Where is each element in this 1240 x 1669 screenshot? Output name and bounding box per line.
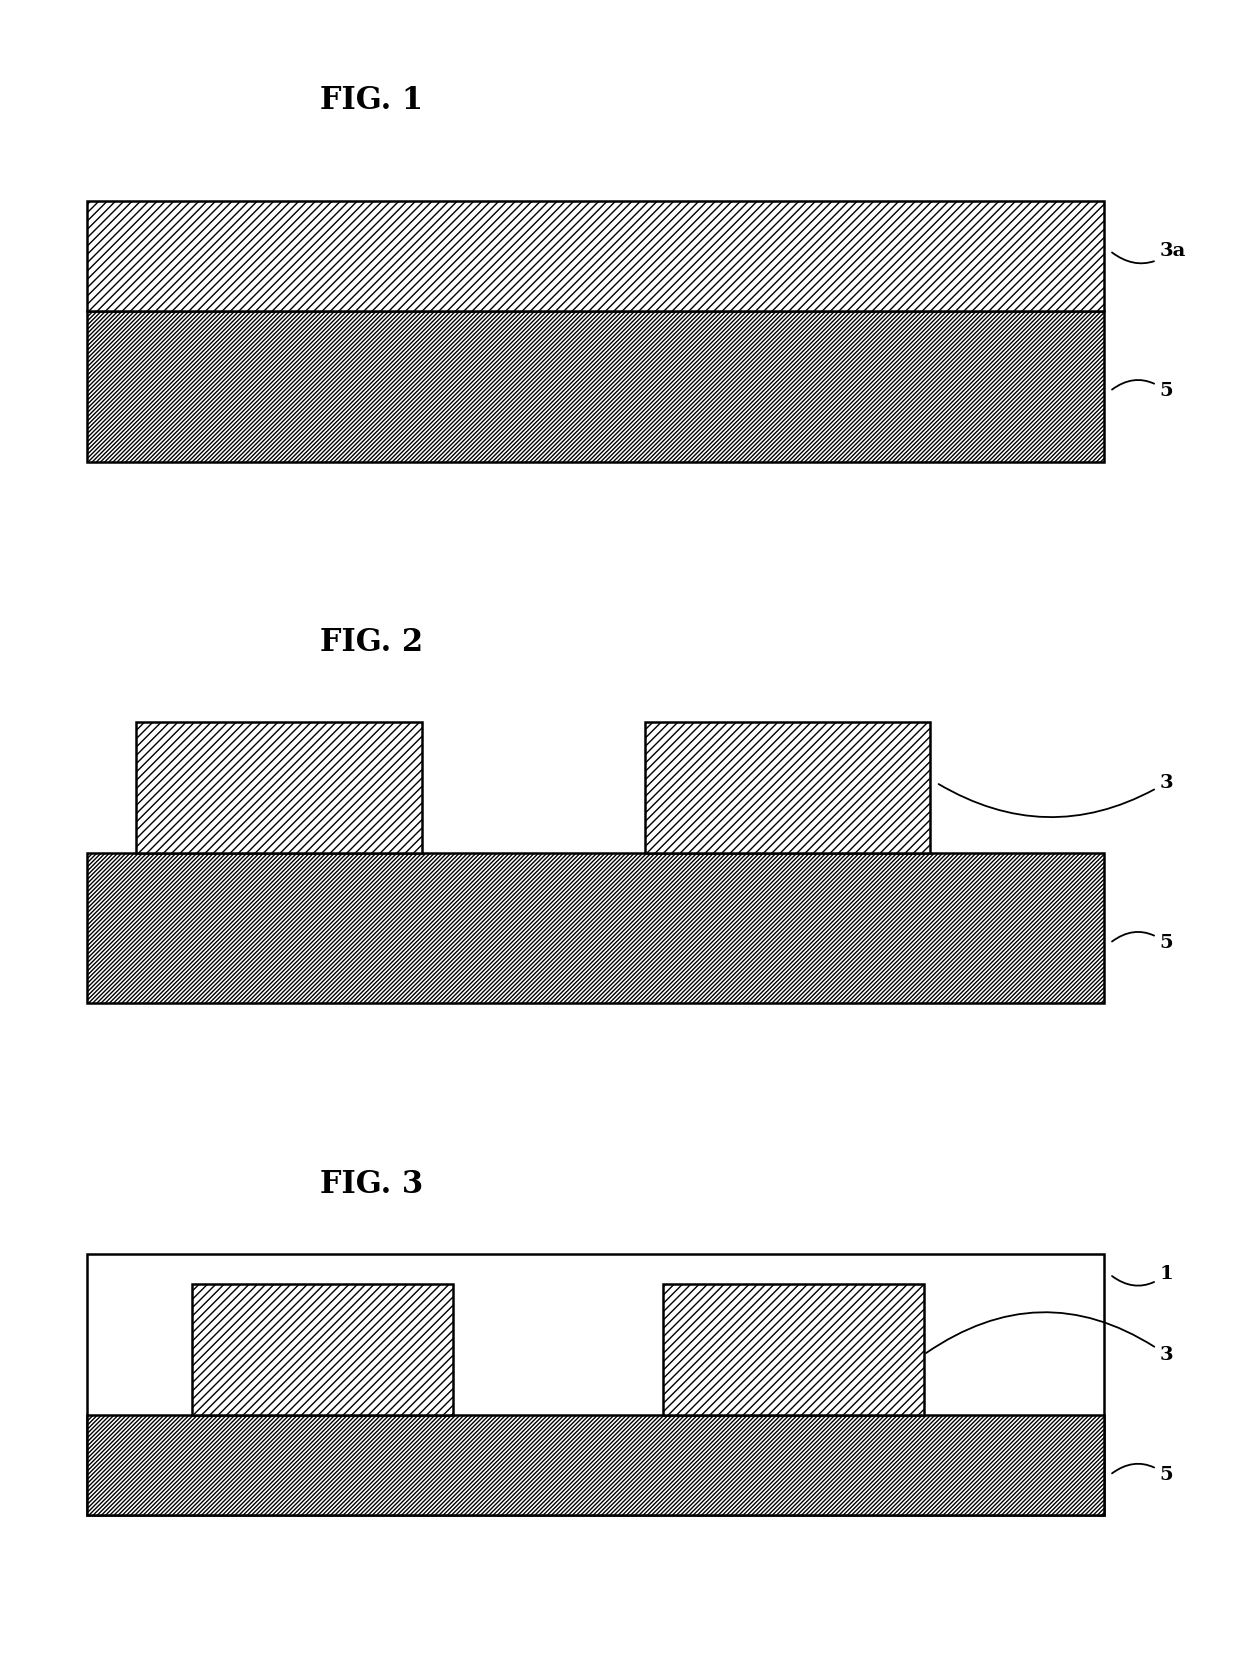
Text: 5: 5 bbox=[1112, 931, 1173, 953]
Bar bbox=[87, 1255, 1104, 1515]
Text: FIG. 1: FIG. 1 bbox=[320, 85, 424, 115]
Bar bbox=[87, 1415, 1104, 1515]
Bar bbox=[192, 1285, 453, 1415]
Text: 5: 5 bbox=[1112, 1464, 1173, 1484]
Text: 3: 3 bbox=[926, 1312, 1173, 1364]
Text: 1: 1 bbox=[1112, 1265, 1173, 1285]
Bar bbox=[87, 853, 1104, 1003]
Text: 3a: 3a bbox=[1112, 242, 1185, 264]
Bar bbox=[87, 200, 1104, 310]
Text: 3: 3 bbox=[939, 774, 1173, 818]
Text: FIG. 2: FIG. 2 bbox=[320, 626, 424, 658]
Bar bbox=[645, 723, 930, 853]
Text: 5: 5 bbox=[1112, 381, 1173, 401]
Bar bbox=[663, 1285, 924, 1415]
Bar bbox=[136, 723, 422, 853]
Text: FIG. 3: FIG. 3 bbox=[320, 1168, 424, 1200]
Bar bbox=[87, 310, 1104, 462]
